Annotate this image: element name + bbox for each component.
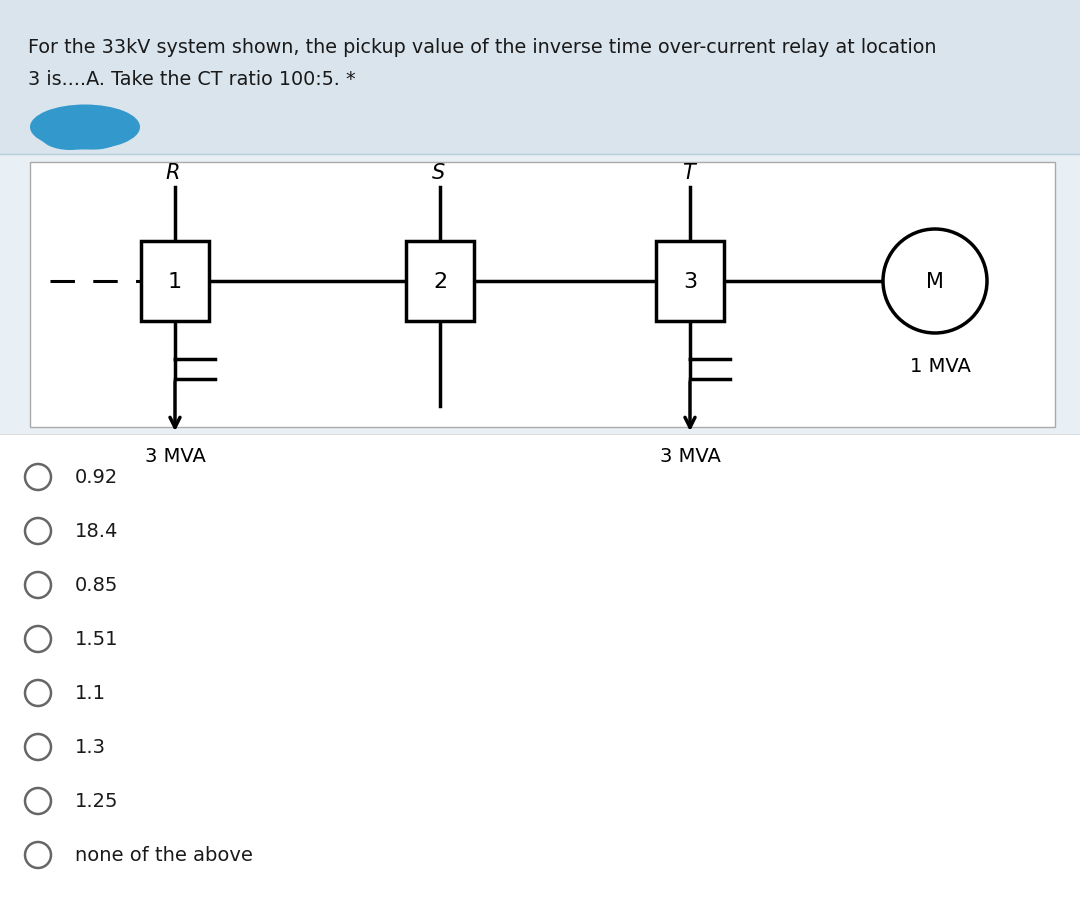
Text: 3: 3 (683, 272, 697, 291)
Text: 2: 2 (433, 272, 447, 291)
Circle shape (883, 230, 987, 334)
Text: 0.85: 0.85 (75, 575, 119, 594)
Bar (30, 163, 1055, 428)
Text: 0.92: 0.92 (75, 468, 118, 487)
Text: 1.1: 1.1 (75, 684, 106, 703)
Text: 1.25: 1.25 (75, 792, 119, 811)
Ellipse shape (40, 121, 100, 151)
Text: R: R (165, 163, 180, 183)
Text: 3 is....A. Take the CT ratio 100:5. *: 3 is....A. Take the CT ratio 100:5. * (28, 70, 355, 89)
Text: none of the above: none of the above (75, 845, 253, 864)
Text: M: M (926, 272, 944, 291)
Ellipse shape (30, 106, 140, 151)
Text: 1.3: 1.3 (75, 738, 106, 757)
Bar (0, 155, 1080, 435)
Text: S: S (431, 163, 445, 183)
Text: 3 MVA: 3 MVA (660, 446, 720, 465)
Bar (141, 242, 210, 322)
Bar (406, 242, 474, 322)
Text: T: T (681, 163, 694, 183)
Bar (0, 435, 1080, 902)
Text: For the 33kV system shown, the pickup value of the inverse time over-current rel: For the 33kV system shown, the pickup va… (28, 38, 936, 57)
Text: 1.51: 1.51 (75, 630, 119, 649)
Text: 18.4: 18.4 (75, 522, 119, 541)
Ellipse shape (70, 125, 120, 151)
Text: 3 MVA: 3 MVA (145, 446, 205, 465)
Text: 1 MVA: 1 MVA (909, 356, 971, 375)
Bar (0, 0, 1080, 155)
Text: 1: 1 (167, 272, 183, 291)
Bar (656, 242, 724, 322)
